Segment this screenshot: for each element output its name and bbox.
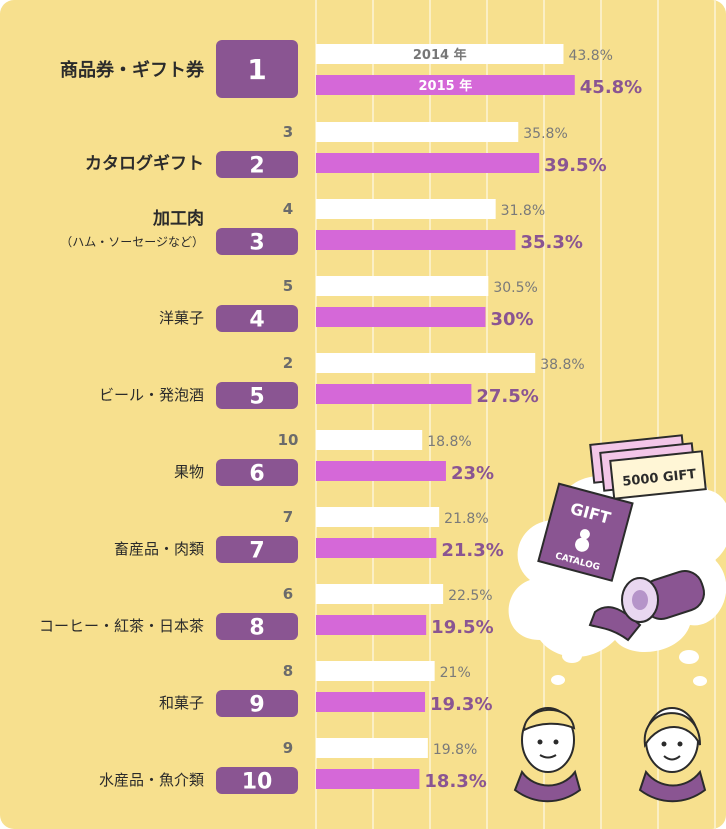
bar-2014	[316, 738, 428, 758]
category-label: 商品券・ギフト券	[60, 59, 205, 81]
previous-rank: 7	[283, 508, 293, 526]
bar-2014	[316, 199, 496, 219]
previous-rank: 8	[283, 662, 293, 680]
rank-number: 4	[249, 308, 264, 333]
previous-rank: 10	[278, 431, 299, 449]
value-label-2014: 18.8%	[427, 434, 471, 450]
category-label: 洋菓子	[159, 309, 204, 327]
gridlines	[315, 0, 716, 829]
category-label: 畜産品・肉類	[114, 540, 204, 558]
previous-rank: 5	[283, 277, 293, 295]
legend-2015: 2015 年	[419, 78, 473, 94]
rank-number: 3	[249, 231, 264, 256]
bar-2014	[316, 276, 489, 296]
bar-2014	[316, 661, 435, 681]
value-label-2015: 23%	[451, 463, 494, 484]
previous-rank: 2	[283, 354, 293, 372]
rank-number: 7	[249, 539, 264, 564]
bar-2015	[316, 615, 427, 635]
value-label-2014: 19.8%	[433, 742, 477, 758]
gift-ticket-icon: 5000 GIFT	[589, 434, 707, 500]
man-character	[513, 707, 582, 803]
value-label-2014: 35.8%	[523, 126, 567, 142]
value-label-2014: 30.5%	[493, 280, 537, 296]
bar-2015	[316, 769, 420, 789]
value-label-2015: 27.5%	[476, 386, 538, 407]
rank-number: 10	[242, 770, 273, 795]
value-label-2015: 39.5%	[544, 155, 606, 176]
value-label-2015: 21.3%	[441, 540, 503, 561]
bar-2014	[316, 507, 440, 527]
ranking-rows: 43.8% 45.8% 2014 年 2015 年 1 商品券・ギフト券 35.8% 39.5…	[39, 40, 642, 795]
value-label-2015: 19.5%	[431, 617, 493, 638]
bar-2015	[316, 153, 540, 173]
bar-2015	[316, 384, 472, 404]
category-label: 和菓子	[159, 694, 204, 712]
ham-gift-icon	[588, 570, 705, 642]
value-label-2014: 38.8%	[540, 357, 584, 373]
value-label-2014: 21.8%	[444, 511, 488, 527]
bar-2015	[316, 461, 446, 481]
value-label-2014: 21%	[440, 665, 471, 681]
bar-2015	[316, 538, 437, 558]
gift-illustration: 5000 GIFT GIFT CATALOG	[508, 434, 726, 803]
category-label: ビール・発泡酒	[99, 386, 204, 404]
value-label-2015: 30%	[491, 309, 534, 330]
category-sublabel: （ハム・ソーセージなど）	[60, 235, 204, 249]
bar-2015	[316, 692, 426, 712]
rank-number: 5	[249, 385, 264, 410]
rank-number: 6	[249, 462, 264, 487]
rank-badge	[216, 151, 298, 178]
rank-badge	[216, 536, 298, 563]
rank-badge	[216, 690, 298, 717]
bar-2014	[316, 353, 536, 373]
previous-rank: 3	[283, 123, 293, 141]
rank-badge	[216, 613, 298, 640]
rank-number: 1	[247, 53, 266, 86]
rank-number: 9	[249, 693, 264, 718]
catalog-book-icon: GIFT CATALOG	[537, 482, 634, 582]
rank-badge	[216, 382, 298, 409]
rank-badge	[216, 305, 298, 332]
category-label: 加工肉	[152, 208, 204, 229]
value-label-2014: 43.8%	[568, 48, 612, 64]
bar-2015	[316, 230, 516, 250]
bar-2015	[316, 75, 575, 95]
bar-2014	[316, 584, 444, 604]
category-label: 果物	[174, 463, 204, 481]
previous-rank: 9	[283, 739, 293, 757]
value-label-2015: 35.3%	[520, 232, 582, 253]
bar-2015	[316, 307, 486, 327]
rank-badge	[216, 228, 298, 255]
value-label-2014: 22.5%	[448, 588, 492, 604]
rank-badge	[216, 459, 298, 486]
rank-number: 2	[249, 154, 264, 179]
bar-2014	[316, 44, 564, 64]
bar-2014	[316, 122, 519, 142]
previous-rank: 6	[283, 585, 293, 603]
bar-2014	[316, 430, 423, 450]
value-label-2015: 18.3%	[424, 771, 486, 792]
category-label: 水産品・魚介類	[99, 771, 204, 789]
woman-character	[638, 707, 707, 803]
rank-badge	[216, 767, 298, 794]
category-label: カタログギフト	[85, 153, 204, 174]
rank-badge	[216, 40, 298, 98]
value-label-2014: 31.8%	[501, 203, 545, 219]
previous-rank: 4	[283, 200, 293, 218]
value-label-2015: 45.8%	[580, 77, 642, 98]
value-label-2015: 19.3%	[430, 694, 492, 715]
category-label: コーヒー・紅茶・日本茶	[39, 617, 204, 635]
rank-number: 8	[249, 616, 264, 641]
legend-2014: 2014 年	[413, 47, 467, 63]
